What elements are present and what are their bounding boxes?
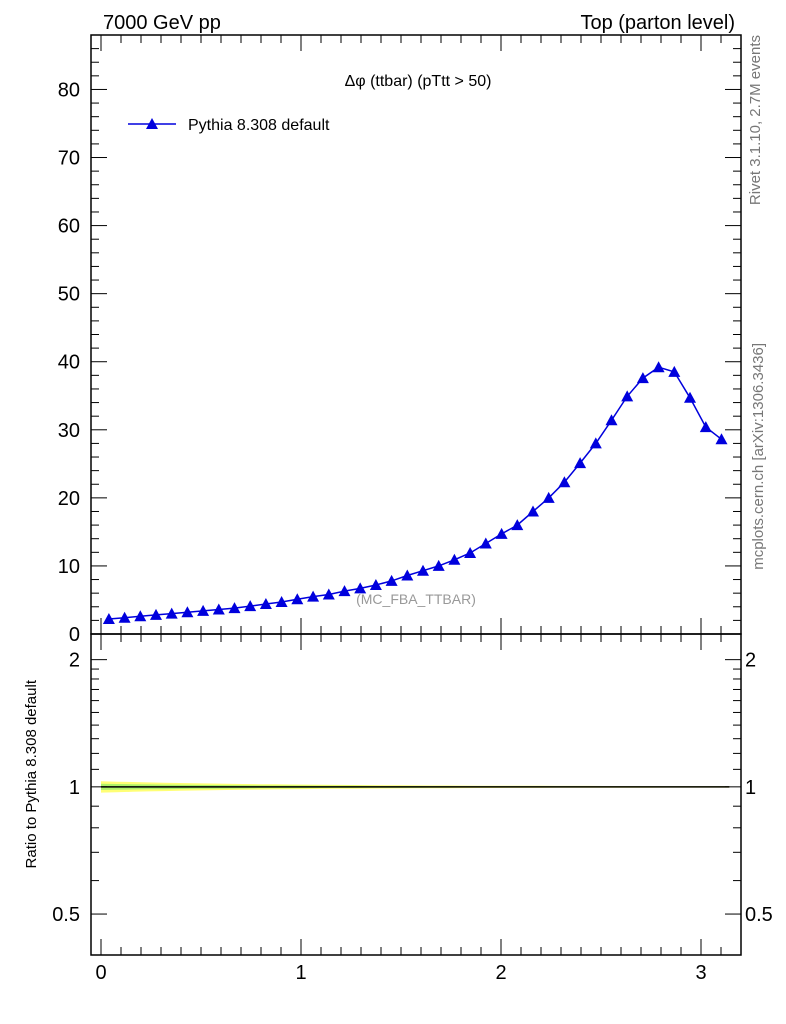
data-point-triangle [479,537,492,549]
ratio-x-tick-label: 3 [695,962,706,984]
data-point-triangle [621,390,634,402]
rivet-version-label: Rivet 3.1.10, 2.7M events [747,35,764,205]
main-panel: 0 10 20 30 40 50 60 70 80 Δφ (ttbar) (pTtt > 50)… [58,34,742,646]
data-point-triangle [369,579,382,590]
ratio-panel: 0.5 0.5 1 1 2 2 0 1 2 3 Ratio to Pythia 8.308 de… [23,633,773,984]
analysis-watermark: (MC_FBA_TTBAR) [356,591,476,607]
legend-label: Pythia 8.308 default [188,117,330,134]
main-y-tick-label: 10 [58,556,80,578]
data-point-triangle [448,553,461,565]
data-point-triangle [589,437,602,449]
main-y-tick-labels: 0 10 20 30 40 50 60 70 80 [58,79,80,646]
data-point-triangle [228,602,241,614]
ratio-x-tick-label: 0 [95,962,106,984]
ratio-frame [90,633,742,956]
main-y-tick-label: 30 [58,420,80,442]
data-point-triangle [244,600,257,612]
ratio-y-tick-label-right: 1 [745,777,756,799]
data-point-triangle [134,610,147,622]
data-point-triangle [511,519,524,531]
legend: Pythia 8.308 default [128,117,330,134]
data-point-triangle [668,365,681,377]
data-point-triangle [715,433,728,445]
data-point-triangle [322,588,335,600]
ratio-x-tick-label: 2 [495,962,506,984]
data-point-triangle [464,547,477,558]
data-point-triangle [574,457,587,469]
data-point-triangle [181,606,194,618]
main-y-tick-label: 80 [58,79,80,101]
main-y-tick-label: 40 [58,352,80,374]
ratio-y-axis-label: Ratio to Pythia 8.308 default [23,679,40,868]
main-y-tick-label: 70 [58,148,80,170]
data-point-triangle [495,527,508,539]
ratio-y-tick-labels: 0.5 0.5 1 1 2 2 [52,650,773,926]
data-point-triangle [259,598,272,609]
plot-title: Δφ (ttbar) (pTtt > 50) [345,73,492,90]
data-point-triangle [605,414,618,426]
main-ticks [91,34,742,635]
data-point-triangle [684,391,696,403]
data-point-triangle [354,582,367,594]
main-y-tick-label: 50 [58,284,80,306]
mcplots-label: mcplots.cern.ch [arXiv:1306.3436] [750,343,767,570]
data-point-triangle [432,559,445,571]
legend-marker-triangle-icon [146,118,158,129]
data-point-triangle [527,505,539,517]
data-point-triangle [558,476,571,488]
data-point-triangle [291,593,304,605]
data-point-triangle [212,603,225,615]
data-point-triangle [165,607,178,619]
data-point-triangle [197,604,210,616]
main-y-tick-label: 20 [58,488,80,510]
data-point-triangle [699,421,712,433]
data-point-triangle [307,590,320,602]
main-y-tick-label: 0 [69,624,80,646]
header-energy-label: 7000 GeV pp [103,12,221,34]
ratio-y-tick-label-left: 0.5 [52,904,80,926]
ratio-y-tick-label-right: 2 [745,650,756,672]
data-point-triangle [636,372,649,384]
main-series [102,361,728,624]
ratio-y-tick-label-left: 1 [69,777,80,799]
data-point-triangle [401,569,414,581]
ratio-y-tick-label-left: 2 [69,650,80,672]
data-point-triangle [150,608,162,620]
data-point-triangle [102,613,115,624]
data-point-triangle [275,596,288,607]
header-process-label: Top (parton level) [580,12,735,34]
ratio-x-tick-label: 1 [295,962,306,984]
data-point-triangle [338,585,351,597]
main-y-tick-label: 60 [58,216,80,238]
data-point-triangle [118,611,131,623]
ratio-ticks [91,634,742,955]
data-point-triangle [417,564,429,576]
data-point-triangle [652,361,665,373]
ratio-y-tick-label-right: 0.5 [745,904,773,926]
data-point-triangle [385,574,398,586]
ratio-x-tick-labels: 0 1 2 3 [95,962,706,984]
series-line [108,366,722,620]
data-point-triangle [542,491,555,503]
